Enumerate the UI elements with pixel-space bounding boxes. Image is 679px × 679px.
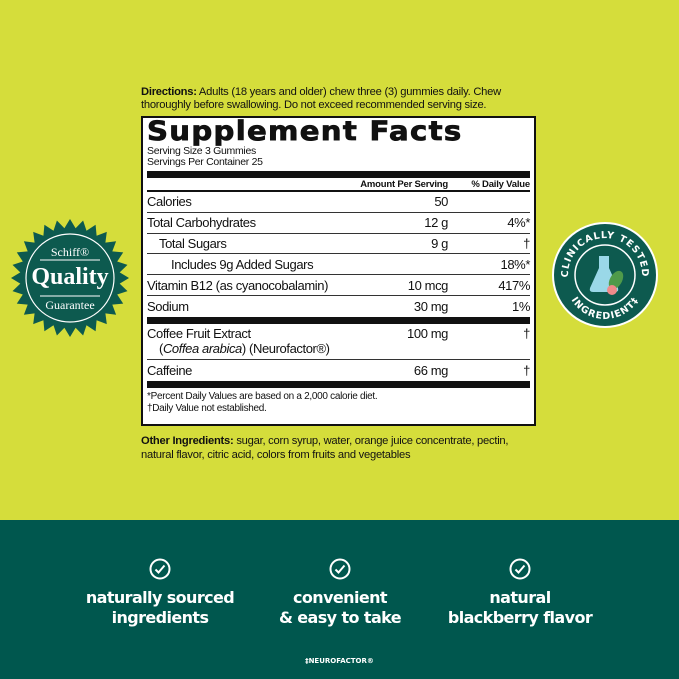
- table-row: Calories 50: [147, 192, 530, 213]
- table-row: Total Sugars 9 g †: [147, 234, 530, 255]
- svg-text:Quality: Quality: [31, 264, 108, 290]
- nutrient-dv: †: [523, 235, 530, 251]
- table-row: Vitamin B12 (as cyanocobalamin) 10 mcg 417…: [147, 275, 530, 296]
- check-circle-icon: [509, 558, 531, 580]
- feature-item: convenient & easy to take: [230, 558, 450, 628]
- nutrient-dv: 4%*: [507, 215, 530, 231]
- divider: [147, 316, 530, 324]
- nutrient-dv: 1%: [512, 298, 530, 314]
- table-row: Caffeine 66 mg †: [147, 362, 530, 378]
- nutrient-dv: 18%*: [500, 256, 531, 272]
- nutrient-amount: 30 mg: [413, 298, 449, 314]
- neurofactor-footnote: ‡NEUROFACTOR®: [305, 657, 374, 665]
- serving-size: Serving Size 3 Gummies: [147, 145, 256, 157]
- divider: [147, 380, 530, 388]
- table-row: Total Carbohydrates 12 g 4%*: [147, 213, 530, 234]
- nutrient-amount: 50: [434, 194, 448, 210]
- svg-text:Guarantee: Guarantee: [45, 298, 94, 312]
- check-circle-icon: [329, 558, 351, 580]
- facts-header: Amount Per Serving% Daily Value: [147, 178, 530, 192]
- nutrient-dv: 417%: [498, 277, 530, 293]
- quality-guarantee-seal-icon: Schiff® Quality Guarantee: [11, 219, 129, 337]
- nutrient-amount: 9 g: [431, 235, 448, 251]
- footnote-dv: *Percent Daily Values are based on a 2,0…: [147, 390, 378, 402]
- table-row: Includes 9g Added Sugars 18%*: [147, 254, 531, 276]
- nutrient-name: Vitamin B12 (as cyanocobalamin): [147, 277, 329, 293]
- divider: [147, 171, 530, 178]
- nutrient-name: Total Carbohydrates: [147, 215, 256, 231]
- supplement-facts-panel: Supplement Facts Serving Size 3 Gummies …: [141, 116, 536, 426]
- check-circle-icon: [149, 558, 171, 580]
- table-row: Sodium 30 mg 1%: [147, 296, 530, 317]
- clinically-tested-badge-icon: CLINICALLY TESTED INGREDIENT‡: [552, 222, 658, 328]
- table-row: Coffee Fruit Extract (Coffea arabica) (Ne…: [147, 324, 530, 360]
- svg-text:Schiff®: Schiff®: [51, 245, 89, 259]
- nutrient-name: Includes 9g Added Sugars: [171, 256, 314, 272]
- nutrient-rows: Calories 50 Total Carbohydrates 12 g 4%* Tota…: [147, 192, 530, 317]
- nutrient-name: Total Sugars: [159, 235, 227, 251]
- flask-leaf-icon: [589, 256, 624, 295]
- feature-item: natural blackberry flavor: [410, 558, 630, 628]
- other-ingredients: Other Ingredients: sugar, corn syrup, wa…: [141, 435, 509, 461]
- ingredient-rows: Coffee Fruit Extract (Coffea arabica) (Ne…: [147, 324, 530, 381]
- nutrient-name: Sodium: [147, 298, 189, 314]
- facts-title: Supplement Facts: [147, 116, 463, 147]
- footnote-not-established: †Daily Value not established.: [147, 403, 267, 415]
- nutrient-name: Calories: [147, 194, 192, 210]
- nutrient-amount: 12 g: [424, 215, 448, 231]
- nutrient-amount: 10 mcg: [407, 277, 449, 293]
- directions-text: Directions: Adults (18 years and older) …: [141, 86, 501, 111]
- features-band: naturally sourced ingredients convenient & …: [0, 520, 679, 679]
- servings-per-container: Servings Per Container 25: [147, 156, 263, 168]
- feature-item: naturally sourced ingredients: [50, 558, 270, 628]
